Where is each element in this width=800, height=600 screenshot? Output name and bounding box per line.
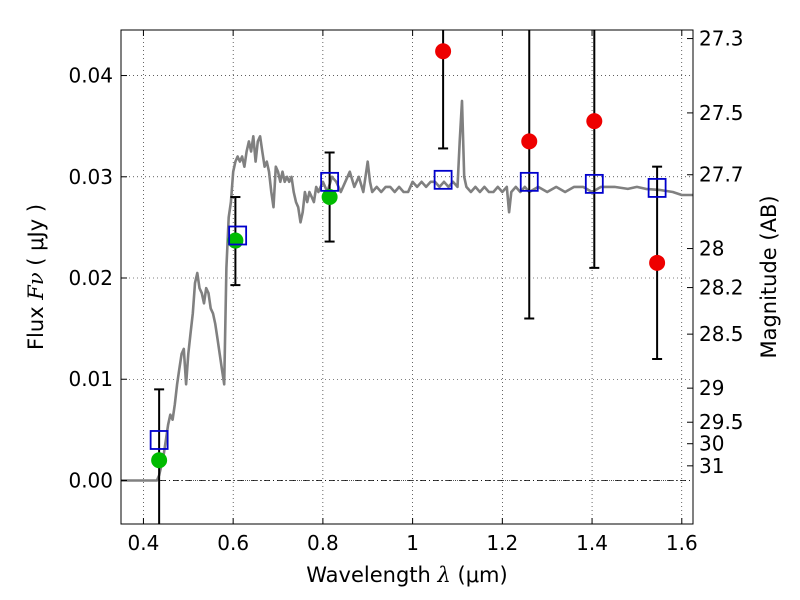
x-tick-label: 0.6 [217, 531, 249, 555]
y-tick-label: 0.04 [68, 64, 113, 88]
x-tick-label: 0.8 [307, 531, 339, 555]
y-axis-label-symbol: Fν [24, 272, 48, 301]
red-data-point [586, 113, 603, 130]
x-axis-label-prefix: Wavelength [306, 563, 437, 587]
y-tick-label: 0.03 [68, 165, 113, 189]
y-axis-ticks: 0.00 0.01 0.02 0.03 0.04 [68, 64, 127, 492]
plot-border [120, 29, 694, 525]
y-tick-label: 0.02 [68, 266, 113, 290]
blue-square-marker [584, 173, 604, 194]
model-spectrum-line [121, 99, 693, 482]
x-tick-label: 1.4 [576, 531, 608, 555]
y-axis-label: Flux Fν ( μJy ) [24, 204, 48, 350]
y-axis-label-unit: ( μJy ) [24, 204, 48, 272]
x-axis-label-symbol: λ [437, 563, 451, 587]
plot-frame [121, 30, 693, 524]
x-axis-ticks: 0.4 0.6 0.8 1 1.2 1.4 1.6 [128, 30, 698, 555]
red-data-point [649, 254, 666, 271]
series-layer [121, 30, 693, 524]
red-data-point [521, 133, 538, 150]
y2-tick-label: 27.7 [699, 163, 744, 187]
y2-tick-label: 30 [699, 432, 724, 456]
x-tick-label: 0.4 [128, 531, 160, 555]
y2-tick-label: 27.5 [699, 101, 744, 125]
y-tick-label: 0.00 [68, 468, 113, 492]
y2-axis-label: Magnitude (AB) [757, 195, 781, 358]
y-tick-label: 0.01 [68, 367, 113, 391]
x-tick-label: 1.6 [666, 531, 698, 555]
y2-tick-label: 31 [699, 454, 724, 478]
red-data-point [435, 43, 452, 60]
y2-tick-label: 28 [699, 237, 724, 261]
x-tick-label: 1.2 [486, 531, 518, 555]
blue-square-marker [149, 430, 169, 450]
blue-square-marker [433, 169, 453, 190]
blue-square-marker [647, 178, 667, 198]
y2-tick-label: 29.5 [699, 410, 744, 434]
grid [121, 30, 693, 524]
x-tick-label: 1 [406, 531, 419, 555]
x-axis-label: Wavelength λ (μm) [306, 563, 507, 587]
x-axis-label-unit: (μm) [451, 563, 508, 587]
blue-square-marker [320, 171, 340, 192]
blue-square-marker [519, 171, 539, 192]
y2-tick-label: 27.3 [699, 27, 744, 51]
y2-tick-label: 29 [699, 376, 724, 400]
blue-square-marker [228, 225, 248, 246]
green-data-point [321, 189, 338, 206]
y-axis-label-prefix: Flux [24, 300, 48, 350]
y2-tick-label: 28.5 [699, 322, 744, 346]
green-data-point [151, 452, 168, 469]
y2-tick-label: 28.2 [699, 276, 744, 300]
